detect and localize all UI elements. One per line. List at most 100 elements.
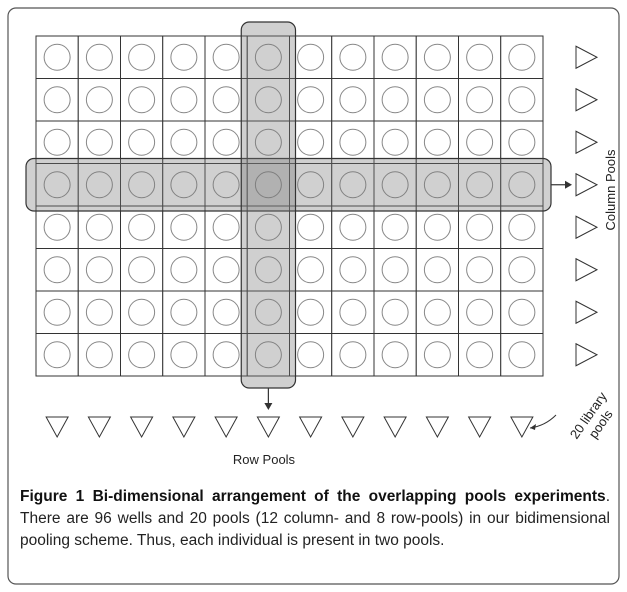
well xyxy=(500,248,544,292)
well xyxy=(120,248,164,292)
well-circle xyxy=(254,43,282,71)
well-circle xyxy=(212,86,240,114)
well xyxy=(77,120,121,164)
well xyxy=(373,163,417,207)
well xyxy=(162,205,206,249)
pool-triangle xyxy=(172,416,196,439)
pool-triangle xyxy=(45,416,69,439)
well xyxy=(162,35,206,79)
row-pools-label: Row Pools xyxy=(233,452,296,467)
well-circle xyxy=(85,171,113,199)
well-circle xyxy=(423,171,451,199)
well-circle xyxy=(170,213,198,241)
well xyxy=(77,205,121,249)
well-circle xyxy=(254,256,282,284)
pool-triangle xyxy=(575,130,599,155)
well-circle xyxy=(297,86,325,114)
well-circle xyxy=(212,341,240,369)
well xyxy=(246,35,290,79)
well xyxy=(500,78,544,122)
well xyxy=(77,35,121,79)
well-circle xyxy=(43,213,71,241)
well-circle xyxy=(297,341,325,369)
well-circle xyxy=(297,298,325,326)
well-circle xyxy=(128,43,156,71)
well-circle xyxy=(508,341,536,369)
well xyxy=(373,333,417,377)
well-circle xyxy=(339,128,367,156)
well xyxy=(204,248,248,292)
well xyxy=(458,248,502,292)
well xyxy=(500,333,544,377)
arrowhead xyxy=(264,403,273,410)
well xyxy=(204,290,248,334)
well xyxy=(415,35,459,79)
well-circle xyxy=(128,256,156,284)
well-circle xyxy=(85,256,113,284)
well-circle xyxy=(170,86,198,114)
well xyxy=(458,333,502,377)
well-circle xyxy=(508,128,536,156)
well-circle xyxy=(43,43,71,71)
well xyxy=(120,78,164,122)
frame xyxy=(7,7,620,585)
well xyxy=(35,163,79,207)
library-arrowhead xyxy=(530,424,536,430)
well xyxy=(331,333,375,377)
well xyxy=(458,120,502,164)
pool-triangle xyxy=(575,172,599,197)
well-circle xyxy=(85,298,113,326)
well-circle xyxy=(423,86,451,114)
well xyxy=(458,163,502,207)
well xyxy=(35,120,79,164)
well xyxy=(500,163,544,207)
well xyxy=(120,163,164,207)
well xyxy=(331,120,375,164)
caption-title: Bi-dimensional arrangement of the overla… xyxy=(92,488,606,505)
well xyxy=(246,248,290,292)
well-circle xyxy=(381,86,409,114)
arrowhead xyxy=(565,180,572,189)
well-circle xyxy=(85,43,113,71)
well xyxy=(204,333,248,377)
well-grid xyxy=(35,35,599,439)
pool-triangle xyxy=(298,416,323,439)
well-circle xyxy=(423,128,451,156)
well-circle xyxy=(254,128,282,156)
well-circle xyxy=(339,256,367,284)
well xyxy=(500,205,544,249)
well-circle xyxy=(212,43,240,71)
well-circle xyxy=(423,256,451,284)
well xyxy=(162,120,206,164)
highlights xyxy=(25,21,572,410)
well xyxy=(289,290,333,334)
well-circle xyxy=(43,86,71,114)
well-circle xyxy=(297,171,325,199)
well xyxy=(162,248,206,292)
well-circle xyxy=(381,256,409,284)
well xyxy=(204,163,248,207)
well xyxy=(77,248,121,292)
well xyxy=(331,163,375,207)
well-circle xyxy=(339,213,367,241)
well-circle xyxy=(339,43,367,71)
well-circle xyxy=(339,341,367,369)
well-circle xyxy=(381,298,409,326)
pool-triangle xyxy=(575,215,599,240)
well-circle xyxy=(423,43,451,71)
well-circle xyxy=(170,298,198,326)
column-highlight xyxy=(240,21,297,389)
well xyxy=(289,78,333,122)
well-circle xyxy=(212,213,240,241)
pool-triangle xyxy=(510,416,534,439)
well xyxy=(120,120,164,164)
well-circle xyxy=(43,171,71,199)
well-circle xyxy=(212,298,240,326)
well-circle xyxy=(85,341,113,369)
pool-triangle xyxy=(575,87,599,112)
well-circle xyxy=(212,171,240,199)
well xyxy=(77,78,121,122)
well-circle xyxy=(170,171,198,199)
well-circle xyxy=(381,128,409,156)
